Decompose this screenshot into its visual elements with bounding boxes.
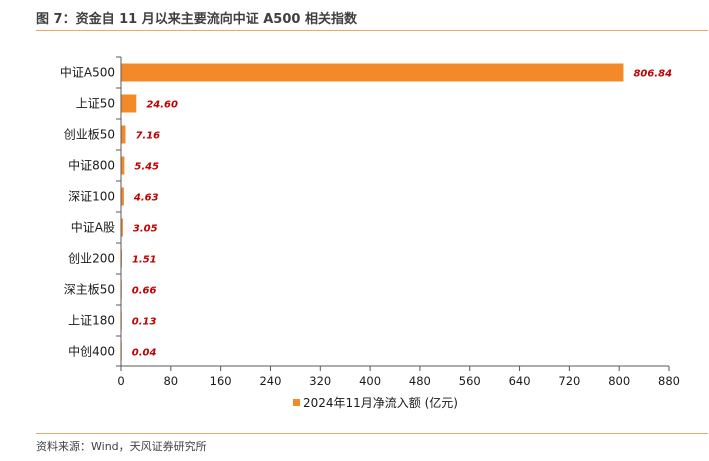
category-label: 深主板50 — [64, 283, 115, 297]
value-labels: 806.84 24.60 7.16 5.45 4.63 3.05 1.51 0.66 0.13 0… — [132, 69, 672, 359]
bar — [121, 187, 124, 206]
bars — [121, 63, 624, 361]
value-label: 4.63 — [133, 193, 159, 204]
legend-swatch — [293, 399, 300, 406]
value-label: 7.16 — [135, 131, 160, 142]
x-tick-label: 720 — [558, 374, 580, 388]
bar — [121, 94, 137, 113]
category-label: 上证180 — [68, 314, 115, 328]
legend: 2024年11月净流入额 (亿元) — [293, 395, 458, 410]
source-note: 资料来源：Wind，天风证券研究所 — [36, 440, 207, 453]
x-tick-label: 240 — [259, 374, 281, 388]
value-label: 3.05 — [133, 224, 158, 235]
category-label: 上证50 — [76, 97, 115, 111]
bar — [121, 156, 125, 175]
x-tick-label: 80 — [163, 374, 178, 388]
value-label: 0.04 — [132, 348, 157, 359]
x-tick-label: 880 — [658, 374, 680, 388]
category-label: 创业板50 — [64, 128, 115, 142]
value-label: 1.51 — [132, 255, 157, 266]
value-label: 5.45 — [134, 162, 159, 173]
category-label: 中证A股 — [71, 220, 115, 235]
bar — [121, 218, 123, 237]
value-label: 24.60 — [146, 100, 178, 111]
x-tick-label: 480 — [409, 374, 431, 388]
category-label: 中证A500 — [60, 65, 115, 80]
x-tick-label: 800 — [608, 374, 630, 388]
figure-title: 图 7：资金自 11 月以来主要流向中证 A500 相关指数 — [36, 12, 357, 27]
bar — [121, 63, 624, 82]
x-tick-label: 320 — [309, 374, 331, 388]
x-tick-label: 160 — [210, 374, 232, 388]
axes: 0 80 160 240 320 400 480 560 640 720 800 880 — [116, 56, 680, 388]
x-tick-label: 640 — [509, 374, 531, 388]
category-label: 深证100 — [68, 190, 115, 204]
value-label: 0.66 — [132, 286, 157, 297]
value-label: 0.13 — [132, 317, 157, 328]
x-tick-label: 560 — [459, 374, 481, 388]
title-rule — [36, 30, 708, 31]
legend-label: 2024年11月净流入额 (亿元) — [303, 395, 458, 410]
source-rule — [36, 433, 708, 434]
value-label: 806.84 — [633, 69, 672, 80]
x-tick-label: 0 — [117, 374, 124, 388]
category-label: 中创400 — [68, 344, 115, 359]
x-tick-label: 400 — [359, 374, 381, 388]
category-label: 中证800 — [68, 158, 115, 173]
bar — [121, 125, 126, 144]
category-label: 创业200 — [68, 252, 115, 266]
